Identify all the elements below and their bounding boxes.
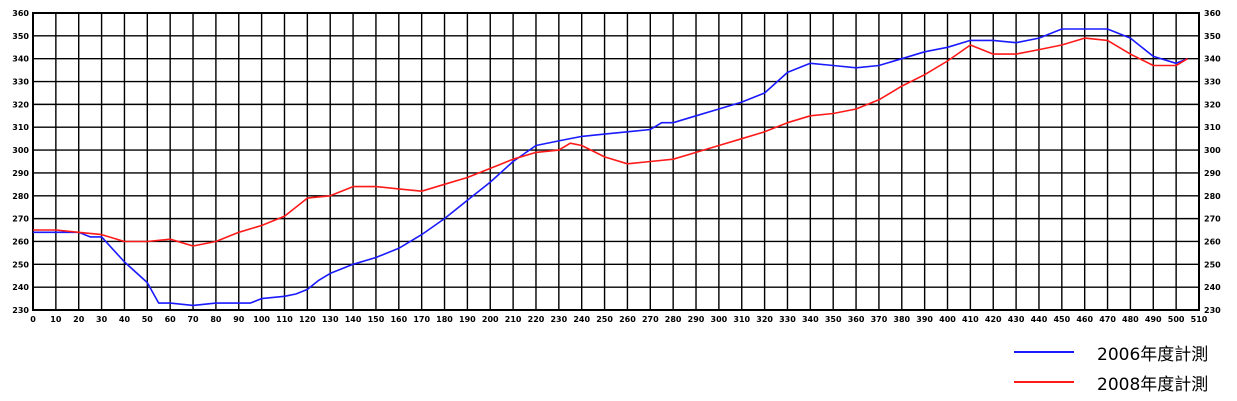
x-tick-200: 200 [482, 315, 499, 324]
x-tick-160: 160 [390, 315, 407, 324]
legend-item-2008: 2008年度計測 [1012, 368, 1237, 398]
y-tick-left-300: 300 [12, 146, 29, 155]
x-tick-30: 30 [96, 315, 108, 324]
x-tick-0: 0 [30, 315, 36, 324]
y-tick-left-360: 360 [12, 9, 29, 18]
chart-legend: 2006年度計測 2008年度計測 [1012, 338, 1237, 398]
x-tick-270: 270 [642, 315, 659, 324]
y-tick-right-340: 340 [1204, 55, 1221, 64]
x-tick-290: 290 [688, 315, 705, 324]
series-line-1 [33, 37, 1189, 247]
y-tick-left-240: 240 [12, 283, 29, 292]
y-tick-left-330: 330 [12, 78, 29, 87]
x-tick-90: 90 [233, 315, 245, 324]
x-tick-60: 60 [165, 315, 177, 324]
x-tick-340: 340 [802, 315, 819, 324]
y-tick-right-360: 360 [1204, 9, 1221, 18]
x-tick-180: 180 [436, 315, 453, 324]
legend-line-2008 [1014, 381, 1074, 383]
x-tick-330: 330 [779, 315, 796, 324]
y-tick-right-290: 290 [1204, 169, 1221, 178]
x-tick-190: 190 [459, 315, 476, 324]
x-tick-460: 460 [1076, 315, 1093, 324]
y-axis-right-ticks: 230 240 250 260 270 280 290 300 310 320 330 340 350 3… [1204, 9, 1221, 315]
x-tick-120: 120 [299, 315, 316, 324]
x-tick-150: 150 [368, 315, 385, 324]
x-tick-250: 250 [596, 315, 613, 324]
y-tick-left-310: 310 [12, 123, 29, 132]
x-tick-310: 310 [733, 315, 750, 324]
x-tick-500: 500 [1168, 315, 1185, 324]
x-tick-450: 450 [1053, 315, 1070, 324]
plot-border [32, 12, 1200, 311]
chart-grid [32, 12, 1200, 311]
y-tick-right-310: 310 [1204, 123, 1221, 132]
x-tick-480: 480 [1122, 315, 1139, 324]
x-tick-70: 70 [187, 315, 199, 324]
x-tick-210: 210 [505, 315, 522, 324]
x-tick-320: 320 [756, 315, 773, 324]
x-tick-50: 50 [142, 315, 154, 324]
y-tick-left-290: 290 [12, 169, 29, 178]
y-tick-right-260: 260 [1204, 237, 1221, 246]
x-tick-170: 170 [413, 315, 430, 324]
x-tick-430: 430 [1008, 315, 1025, 324]
legend-label-2006: 2006年度計測 [1097, 345, 1209, 365]
x-axis-ticks: 0 10 20 30 40 50 60 70 80 90 100 110 120 130 140 150 160… [30, 315, 1208, 324]
x-tick-440: 440 [1031, 315, 1048, 324]
legend-item-2006: 2006年度計測 [1012, 338, 1237, 368]
x-tick-130: 130 [322, 315, 339, 324]
y-tick-left-280: 280 [12, 192, 29, 201]
series-line-0 [33, 28, 1188, 307]
x-tick-300: 300 [711, 315, 728, 324]
legend-line-2006 [1014, 351, 1074, 353]
x-tick-280: 280 [665, 315, 682, 324]
y-tick-left-340: 340 [12, 55, 29, 64]
y-tick-left-350: 350 [12, 32, 29, 41]
y-tick-right-320: 320 [1204, 100, 1221, 109]
x-tick-410: 410 [962, 315, 979, 324]
x-tick-100: 100 [253, 315, 270, 324]
x-tick-40: 40 [119, 315, 131, 324]
y-axis-left-ticks: 230 240 250 260 270 280 290 300 310 320 330 340 350 3… [12, 9, 29, 315]
y-tick-right-230: 230 [1204, 306, 1221, 315]
x-tick-420: 420 [985, 315, 1002, 324]
x-tick-80: 80 [210, 315, 222, 324]
plot-frame [32, 12, 1200, 311]
y-tick-left-260: 260 [12, 237, 29, 246]
x-tick-350: 350 [825, 315, 842, 324]
y-tick-right-270: 270 [1204, 215, 1221, 224]
x-tick-490: 490 [1145, 315, 1162, 324]
x-tick-510: 510 [1191, 315, 1208, 324]
y-tick-left-250: 250 [12, 260, 29, 269]
x-tick-370: 370 [871, 315, 888, 324]
x-tick-260: 260 [619, 315, 636, 324]
x-tick-230: 230 [550, 315, 567, 324]
x-tick-10: 10 [50, 315, 62, 324]
y-tick-right-350: 350 [1204, 32, 1221, 41]
x-tick-220: 220 [528, 315, 545, 324]
y-tick-right-330: 330 [1204, 78, 1221, 87]
legend-label-2008: 2008年度計測 [1097, 375, 1209, 395]
y-tick-left-230: 230 [12, 306, 29, 315]
x-tick-360: 360 [848, 315, 865, 324]
x-tick-240: 240 [573, 315, 590, 324]
x-tick-20: 20 [73, 315, 85, 324]
data-series-group [33, 28, 1189, 307]
x-tick-380: 380 [893, 315, 910, 324]
x-tick-390: 390 [916, 315, 933, 324]
y-tick-right-250: 250 [1204, 260, 1221, 269]
y-tick-left-270: 270 [12, 215, 29, 224]
y-tick-left-320: 320 [12, 100, 29, 109]
x-tick-400: 400 [939, 315, 956, 324]
x-tick-140: 140 [345, 315, 362, 324]
x-tick-470: 470 [1099, 315, 1116, 324]
y-tick-right-300: 300 [1204, 146, 1221, 155]
x-tick-110: 110 [276, 315, 293, 324]
y-tick-right-280: 280 [1204, 192, 1221, 201]
line-chart: 2302402502602702802903003103203303403503… [12, 9, 1221, 324]
y-tick-right-240: 240 [1204, 283, 1221, 292]
